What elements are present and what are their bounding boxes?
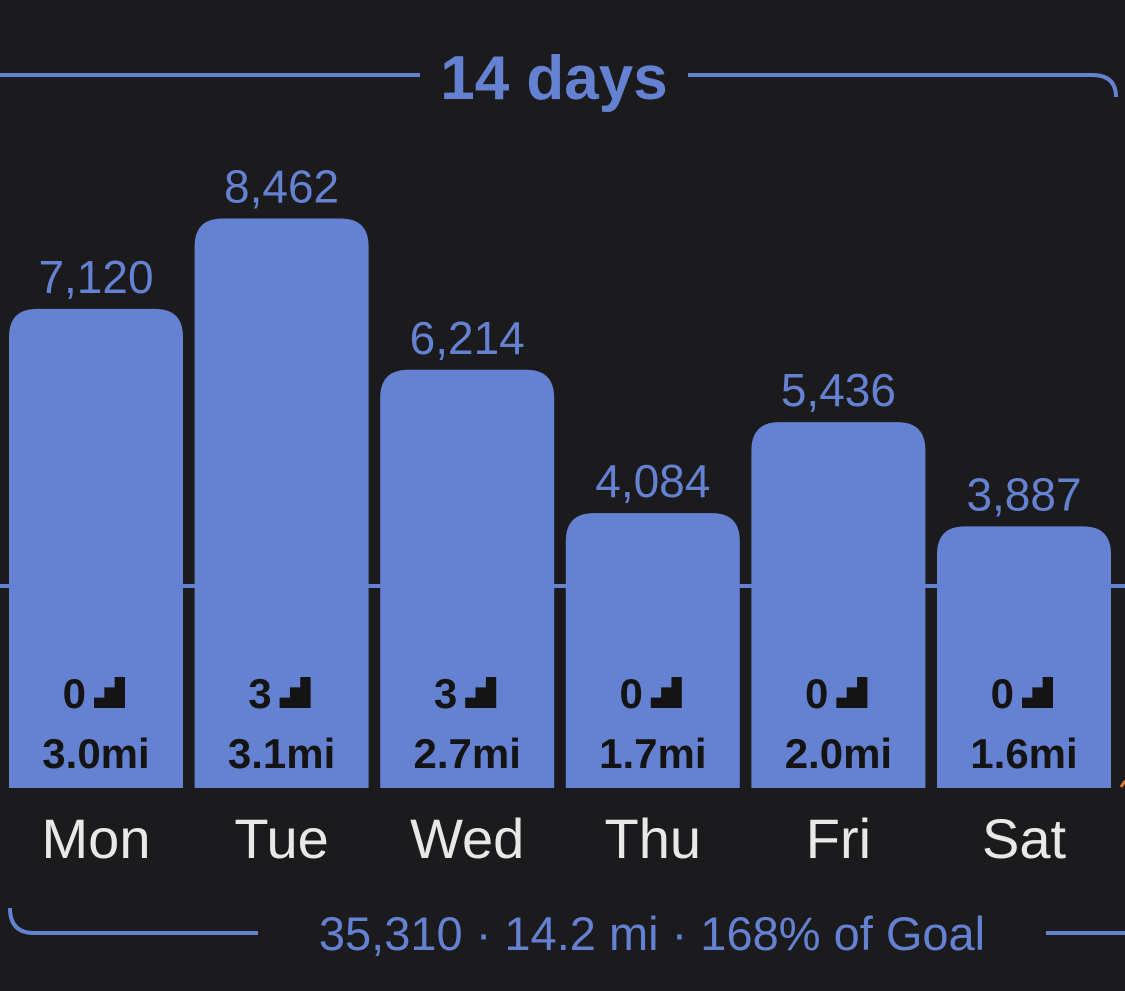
distance-label: 1.7mi	[599, 730, 706, 777]
bar-wed	[380, 369, 555, 788]
distance-label: 3.1mi	[228, 730, 335, 777]
day-label-fri: Fri	[806, 807, 871, 870]
stairs-icon	[465, 677, 497, 708]
distance-label: 2.0mi	[785, 730, 892, 777]
floors-count: 0	[619, 670, 642, 717]
day-label-thu: Thu	[605, 807, 702, 870]
distance-label: 2.7mi	[413, 730, 520, 777]
bar-value-label: 4,084	[595, 455, 710, 507]
bar-tue	[194, 218, 369, 789]
day-label-tue: Tue	[234, 807, 328, 870]
bar-value-label: 3,887	[966, 468, 1081, 520]
range-bracket-top	[0, 73, 1118, 98]
bar-value-label: 6,214	[410, 312, 525, 364]
day-label-sat: Sat	[982, 807, 1066, 870]
bar-value-label: 5,436	[781, 364, 896, 416]
summary-text: 35,310 · 14.2 mi · 168% of Goal	[319, 907, 985, 960]
floors-count: 0	[805, 670, 828, 717]
distance-label: 1.6mi	[970, 730, 1077, 777]
floors-count: 0	[63, 670, 86, 717]
range-label: 14 days	[440, 44, 668, 113]
bar-mon	[9, 308, 183, 788]
bar-value-label: 8,462	[224, 161, 339, 213]
bar-value-label: 7,120	[38, 251, 153, 303]
stairs-icon	[94, 677, 125, 708]
day-label-mon: Mon	[42, 807, 151, 870]
bars-group: 7,120 0 3.0mi Mon 8,462 3 3.1mi Tue 6,214 3 2.7mi W…	[9, 161, 1111, 870]
edge-marker	[1119, 780, 1125, 788]
floors-count: 0	[991, 670, 1014, 717]
floors-count: 3	[434, 670, 457, 717]
floors-count: 3	[248, 670, 271, 717]
bar-sat	[937, 526, 1111, 788]
stairs-icon	[650, 677, 682, 708]
summary-bracket-bottom	[8, 907, 1125, 935]
stairs-icon	[836, 677, 868, 708]
stairs-icon	[1022, 677, 1053, 708]
bar-thu	[565, 513, 740, 788]
distance-label: 3.0mi	[42, 730, 149, 777]
stairs-icon	[279, 677, 311, 708]
day-label-wed: Wed	[410, 807, 524, 870]
bar-fri	[751, 422, 926, 788]
